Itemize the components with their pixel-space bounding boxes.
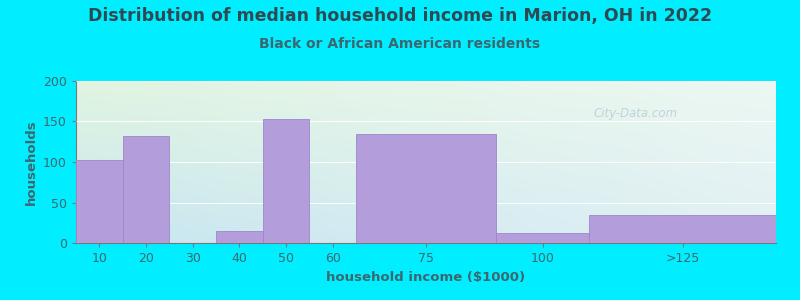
Bar: [76, 160, 122, 243]
Text: Distribution of median household income in Marion, OH in 2022: Distribution of median household income …: [88, 8, 712, 26]
Bar: [356, 134, 496, 243]
Bar: [496, 233, 590, 243]
Y-axis label: households: households: [25, 119, 38, 205]
Bar: [590, 215, 776, 243]
Text: City-Data.com: City-Data.com: [594, 107, 678, 120]
Text: Black or African American residents: Black or African American residents: [259, 38, 541, 52]
Bar: [122, 136, 170, 243]
X-axis label: household income ($1000): household income ($1000): [326, 271, 526, 284]
Bar: [262, 119, 310, 243]
Bar: [216, 231, 262, 243]
